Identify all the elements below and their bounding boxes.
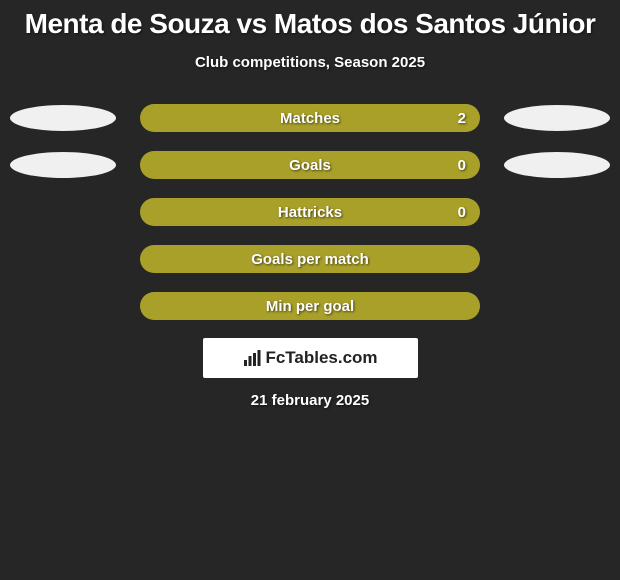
logo-text-rest: Tables.com: [285, 348, 377, 367]
stat-label: Matches: [280, 110, 340, 127]
right-ellipse: [504, 199, 610, 225]
stat-row: Min per goal: [10, 291, 610, 321]
logo-content: FcTables.com: [242, 348, 377, 368]
subtitle: Club competitions, Season 2025: [10, 54, 610, 71]
right-ellipse: [504, 105, 610, 131]
date-text: 21 february 2025: [10, 392, 610, 409]
right-ellipse: [504, 293, 610, 319]
logo-box: FcTables.com: [203, 338, 418, 378]
stat-bar: Hattricks 0: [140, 198, 480, 226]
logo-text: FcTables.com: [265, 348, 377, 368]
stat-label: Min per goal: [266, 298, 354, 315]
stats-comparison-card: Menta de Souza vs Matos dos Santos Júnio…: [0, 0, 620, 409]
left-ellipse: [10, 293, 116, 319]
stat-row: Goals 0: [10, 150, 610, 180]
left-ellipse: [10, 152, 116, 178]
stat-bar: Goals per match: [140, 245, 480, 273]
stat-bar: Min per goal: [140, 292, 480, 320]
stat-value-right: 0: [458, 157, 466, 174]
stat-row: Goals per match: [10, 244, 610, 274]
stat-label: Hattricks: [278, 204, 342, 221]
stat-bar: Matches 2: [140, 104, 480, 132]
stat-label: Goals: [289, 157, 331, 174]
right-ellipse: [504, 152, 610, 178]
stat-value-right: 0: [458, 204, 466, 221]
logo-text-fc: Fc: [265, 348, 285, 367]
barchart-icon: [242, 348, 262, 368]
left-ellipse: [10, 246, 116, 272]
page-title: Menta de Souza vs Matos dos Santos Júnio…: [10, 8, 610, 40]
stat-row: Hattricks 0: [10, 197, 610, 227]
stat-label: Goals per match: [251, 251, 369, 268]
stat-value-right: 2: [458, 110, 466, 127]
left-ellipse: [10, 105, 116, 131]
right-ellipse: [504, 246, 610, 272]
stat-bar: Goals 0: [140, 151, 480, 179]
left-ellipse: [10, 199, 116, 225]
stats-rows: Matches 2 Goals 0 Hattricks 0 Goals per match M…: [10, 103, 610, 321]
stat-row: Matches 2: [10, 103, 610, 133]
